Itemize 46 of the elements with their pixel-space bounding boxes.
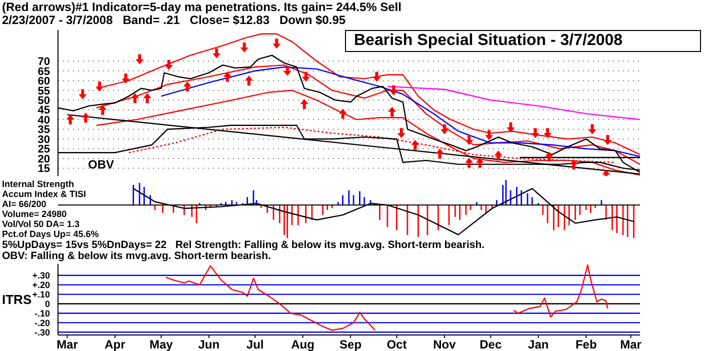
y-tick-label: 30 bbox=[38, 134, 50, 146]
x-tick-label: Dec bbox=[480, 338, 502, 351]
x-tick-label: Mar bbox=[56, 338, 78, 351]
chart-subtitle: 2/23/2007 - 3/7/2008 Band= .21 Close= $12.83 Down $0.95 bbox=[2, 13, 347, 27]
y-tick-label: -.30 bbox=[34, 327, 50, 338]
y-tick-label: 45 bbox=[38, 104, 50, 117]
y-tick-label: 40 bbox=[38, 114, 50, 126]
annotation: Accum Index & TISI bbox=[2, 189, 88, 199]
series-label: OBV bbox=[88, 158, 114, 172]
x-tick-label: Jun bbox=[198, 338, 220, 351]
y-tick-label: 0 bbox=[44, 298, 50, 309]
y-tick-label: 60 bbox=[38, 76, 50, 88]
text: AI= 66/200 bbox=[2, 199, 48, 209]
note-box: Bearish Special Situation - 3/7/2008 bbox=[345, 30, 701, 52]
y-tick-label: +.10 bbox=[32, 289, 50, 300]
y-tick-label: 25 bbox=[38, 144, 50, 156]
x-tick-label: Jul bbox=[246, 338, 264, 351]
x-tick-label: Jan bbox=[528, 338, 549, 351]
y-tick-label: 20 bbox=[38, 153, 50, 166]
y-axis-title: ITRS bbox=[2, 292, 32, 306]
x-tick-label: Sep bbox=[340, 338, 362, 351]
x-tick-label: Apr bbox=[104, 338, 126, 351]
y-tick-label: +.20 bbox=[32, 280, 50, 290]
y-tick-label: 65 bbox=[38, 66, 50, 78]
annotation: Internal Strength bbox=[2, 179, 76, 189]
y-tick-label: 55 bbox=[38, 85, 50, 98]
y-tick-label: -.20 bbox=[34, 318, 50, 328]
y-tick-label: 35 bbox=[38, 124, 50, 136]
annotation: Volume= 24980 bbox=[2, 209, 68, 219]
y-tick-label: 50 bbox=[38, 94, 50, 107]
x-tick-label: Oct bbox=[386, 338, 407, 351]
x-tick-label: Aug bbox=[291, 338, 314, 351]
annotation: Pct.of Days Up= 45.6% bbox=[2, 229, 99, 239]
chart-title: (Red arrows)#1 Indicator=5-day ma penetrations. Its gain= 244.5% Sell bbox=[2, 0, 402, 14]
annotation: Vol/Vol 50 DA= 1.3 bbox=[2, 219, 80, 229]
y-tick-label: -.10 bbox=[34, 308, 50, 318]
x-tick-label: Mar bbox=[620, 338, 642, 351]
y-tick-label: 15 bbox=[38, 163, 50, 176]
x-tick-label: Feb bbox=[575, 338, 597, 351]
y-tick-label: +.30 bbox=[32, 270, 50, 281]
annotation: Bearish Special Situation - 3/7/2008 bbox=[354, 32, 624, 50]
x-tick-label: May bbox=[149, 338, 174, 351]
text: 5%UpDays= 15vs 5%DnDays= 22 Rel Strength: Falling & below its mvg.avg. Short-term bearish. bbox=[2, 239, 485, 251]
y-tick-label: 70 bbox=[38, 56, 50, 68]
x-tick-label: Nov bbox=[433, 338, 456, 351]
text: OBV: Falling & below its mvg.avg. Short-term bearish. bbox=[2, 250, 271, 262]
